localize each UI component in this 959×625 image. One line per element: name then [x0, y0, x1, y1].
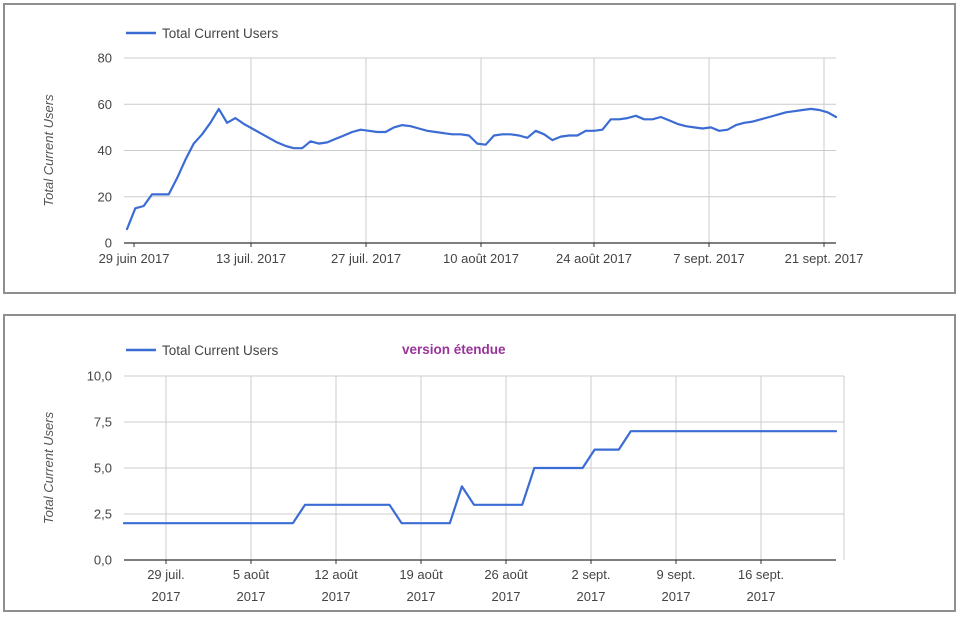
x-tick-label: 5 août — [233, 567, 270, 582]
y-tick-label: 2,5 — [94, 507, 112, 522]
y-axis-title: Total Current Users — [41, 94, 56, 207]
x-tick-label: 26 août — [484, 567, 528, 582]
x-tick-label-year: 2017 — [407, 589, 436, 604]
legend-label: Total Current Users — [162, 343, 279, 358]
x-tick-label: 29 juin 2017 — [99, 251, 170, 266]
x-tick-label-year: 2017 — [577, 589, 606, 604]
y-tick-label: 0 — [105, 236, 112, 251]
x-tick-label: 13 juil. 2017 — [216, 251, 286, 266]
y-axis-title: Total Current Users — [41, 411, 56, 524]
total-current-users-chart: 80 60 40 20 029 juin 2017 13 juil. 2017 27 jui… — [41, 26, 864, 266]
x-tick-label: 10 août 2017 — [443, 251, 519, 266]
x-tick-label-year: 2017 — [237, 589, 266, 604]
x-tick-label: 21 sept. 2017 — [785, 251, 864, 266]
y-tick-label: 0,0 — [94, 553, 112, 568]
x-tick-label: 12 août — [314, 567, 358, 582]
y-tick-label: 80 — [98, 51, 112, 66]
data-line-total-current-users — [122, 430, 838, 525]
x-tick-label-year: 2017 — [662, 589, 691, 604]
x-tick-label-year: 2017 — [747, 589, 776, 604]
total-current-users-extended-chart: 10,0 7,5 5,0 2,5 0,0 29 juil. 2017 5 août 2017 12… — [41, 342, 845, 604]
data-line-total-current-users — [125, 107, 838, 231]
x-tick-label-year: 2017 — [322, 589, 351, 604]
x-tick-label: 16 sept. — [738, 567, 784, 582]
y-tick-label: 7,5 — [94, 415, 112, 430]
x-tick-label: 24 août 2017 — [556, 251, 632, 266]
x-tick-label: 9 sept. — [656, 567, 695, 582]
y-tick-label: 20 — [98, 189, 112, 204]
y-tick-label: 5,0 — [94, 461, 112, 476]
x-tick-label: 19 août — [399, 567, 443, 582]
x-tick-label-year: 2017 — [492, 589, 521, 604]
y-tick-label: 60 — [98, 97, 112, 112]
annotation-version-etendue: version étendue — [402, 342, 506, 357]
y-tick-label: 10,0 — [87, 369, 112, 384]
top-chart-panel: 80 60 40 20 0 29 juin 2017 13 juil. 2017 27 jui… — [3, 3, 956, 294]
x-tick-label: 2 sept. — [571, 567, 610, 582]
bottom-chart-panel: 10,0 7,5 5,0 2,5 0,0 29 juil. 2017 5 août 2017 12… — [3, 314, 956, 612]
x-tick-label: 29 juil. — [147, 567, 185, 582]
x-tick-label: 7 sept. 2017 — [673, 251, 745, 266]
y-tick-label: 40 — [98, 143, 112, 158]
x-tick-label-year: 2017 — [152, 589, 181, 604]
legend-label: Total Current Users — [162, 26, 279, 41]
x-tick-label: 27 juil. 2017 — [331, 251, 401, 266]
